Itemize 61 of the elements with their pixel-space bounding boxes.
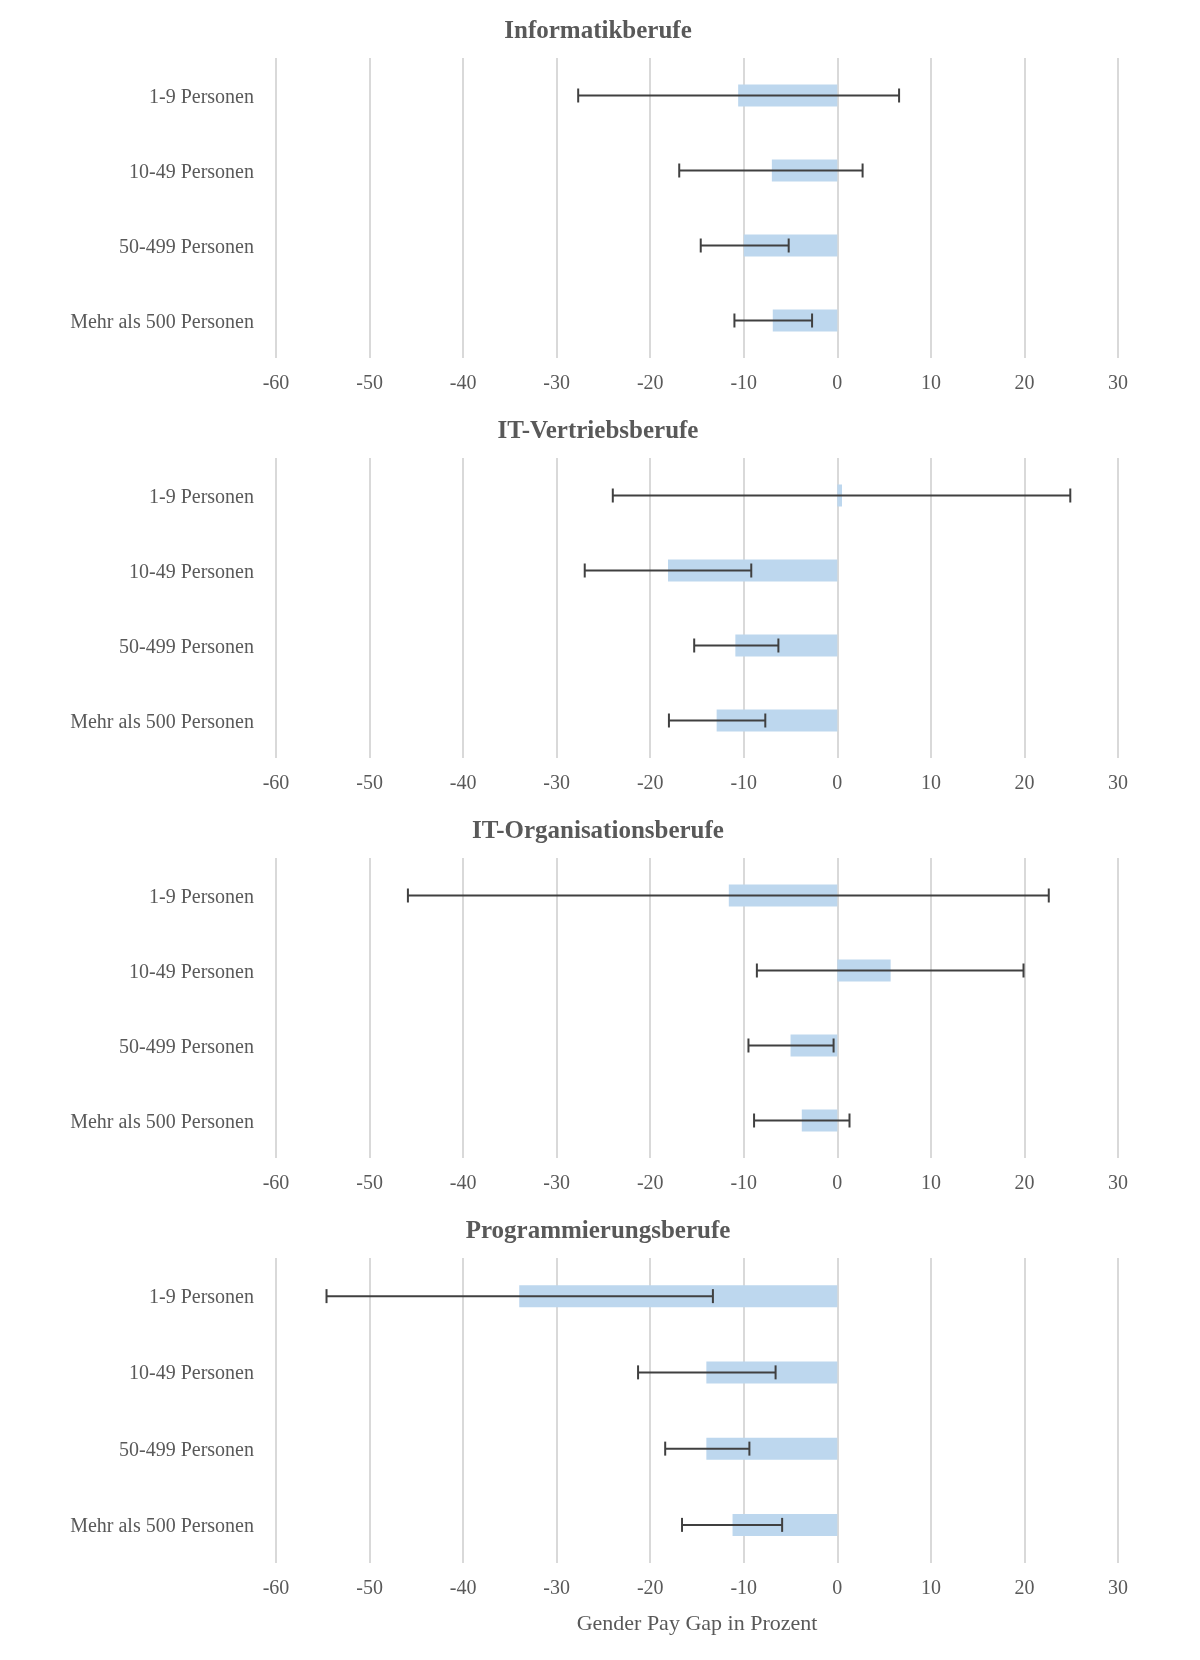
x-tick-label: -50 — [356, 371, 383, 393]
chart-title: Programmierungsberufe — [465, 1216, 731, 1243]
y-tick-label: Mehr als 500 Personen — [70, 709, 254, 732]
chart-title: Informatikberufe — [504, 16, 692, 43]
x-tick-label: 20 — [1014, 1576, 1035, 1598]
y-tick-label: 50-499 Personen — [119, 234, 254, 257]
x-tick-label: -50 — [356, 1576, 383, 1598]
x-tick-label: 0 — [832, 1576, 843, 1598]
x-tick-label: -40 — [449, 1576, 477, 1598]
x-tick-label: 0 — [832, 771, 843, 793]
x-tick-label: -40 — [449, 371, 477, 393]
x-tick-label: -60 — [262, 1171, 290, 1193]
x-tick-label: -60 — [262, 371, 290, 393]
y-tick-label: Mehr als 500 Personen — [70, 1513, 254, 1536]
x-tick-label: 20 — [1014, 1171, 1035, 1193]
y-tick-label: 10-49 Personen — [129, 959, 254, 982]
y-tick-label: Mehr als 500 Personen — [70, 1109, 254, 1132]
x-tick-label: 0 — [832, 1171, 843, 1193]
x-tick-label: 30 — [1108, 371, 1128, 393]
x-tick-label: -10 — [730, 1576, 758, 1598]
x-tick-label: -40 — [449, 771, 477, 793]
x-tick-label: 30 — [1108, 771, 1128, 793]
x-tick-label: -10 — [730, 771, 758, 793]
chart-title: IT-Vertriebsberufe — [497, 416, 699, 443]
x-tick-label: 0 — [832, 371, 843, 393]
x-tick-label: -40 — [449, 1171, 477, 1193]
x-tick-label: 10 — [920, 771, 941, 793]
x-tick-label: 20 — [1014, 371, 1035, 393]
y-tick-label: 10-49 Personen — [129, 1361, 254, 1384]
y-tick-label: Mehr als 500 Personen — [70, 309, 254, 332]
y-tick-label: 1-9 Personen — [149, 484, 254, 507]
x-tick-label: -30 — [543, 771, 570, 793]
x-tick-label: -20 — [636, 371, 664, 393]
x-tick-label: -20 — [636, 1171, 664, 1193]
x-tick-label: -60 — [262, 771, 290, 793]
x-tick-label: -20 — [636, 1576, 664, 1598]
x-tick-label: -50 — [356, 771, 383, 793]
x-tick-label: 10 — [920, 371, 941, 393]
y-tick-label: 1-9 Personen — [149, 884, 254, 907]
x-tick-label: -10 — [730, 1171, 758, 1193]
chart-title: IT-Organisationsberufe — [472, 816, 724, 843]
y-tick-label: 10-49 Personen — [129, 559, 254, 582]
y-tick-label: 50-499 Personen — [119, 634, 254, 657]
x-tick-label: 30 — [1108, 1171, 1128, 1193]
x-tick-label: -60 — [262, 1576, 290, 1598]
y-tick-label: 50-499 Personen — [119, 1437, 254, 1460]
x-tick-label: 30 — [1108, 1576, 1128, 1598]
x-tick-label: -50 — [356, 1171, 383, 1193]
x-tick-label: -30 — [543, 1576, 570, 1598]
x-tick-label: -30 — [543, 1171, 570, 1193]
y-tick-label: 50-499 Personen — [119, 1034, 254, 1057]
y-tick-label: 10-49 Personen — [129, 159, 254, 182]
x-tick-label: -30 — [543, 371, 570, 393]
x-tick-label: 20 — [1014, 771, 1035, 793]
x-tick-label: -10 — [730, 371, 758, 393]
y-tick-label: 1-9 Personen — [149, 1285, 254, 1308]
x-tick-label: 10 — [920, 1576, 941, 1598]
x-tick-label: 10 — [920, 1171, 941, 1193]
y-tick-label: 1-9 Personen — [149, 84, 254, 107]
x-axis-title: Gender Pay Gap in Prozent — [576, 1609, 818, 1635]
x-tick-label: -20 — [636, 771, 664, 793]
